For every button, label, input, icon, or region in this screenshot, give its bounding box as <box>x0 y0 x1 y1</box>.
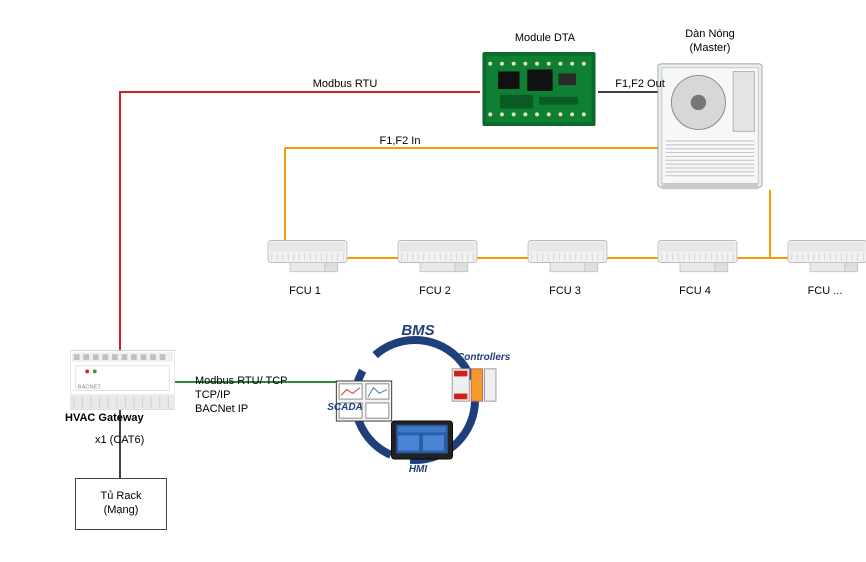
rack-box: Tủ Rack(Mạng) <box>75 478 167 530</box>
fcu-1-label: FCU 1 <box>275 285 335 300</box>
hvac-gateway-device: BACNET <box>70 350 175 410</box>
controllers-device <box>450 365 500 405</box>
fcu-2-device <box>395 235 480 279</box>
f1f2-out-label: F1,F2 Out <box>605 78 675 93</box>
fcu-5-label: FCU ... <box>795 285 855 300</box>
svg-text:BACNET: BACNET <box>78 385 102 391</box>
gateway-label: HVAC Gateway <box>65 412 175 427</box>
scada-label: SCADA <box>323 402 367 416</box>
protocols-label: Modbus RTU/ TCPTCP/IPBACNet IP <box>195 375 315 420</box>
fcu-5-device <box>785 235 866 279</box>
modbus-rtu-label: Modbus RTU <box>300 78 390 93</box>
fcu-4-device <box>655 235 740 279</box>
bms-label: BMS <box>393 322 443 338</box>
controllers-label: Controllers <box>457 352 527 366</box>
hmi-label: HMI <box>403 464 433 478</box>
fcu-3-label: FCU 3 <box>535 285 595 300</box>
x1-label: x1 (CAT6) <box>95 434 165 449</box>
dan-nong-label: Dàn Nóng(Master) <box>660 28 760 58</box>
module-dta-device <box>480 50 598 128</box>
hmi-device <box>390 420 454 460</box>
f1f2-in-label: F1,F2 In <box>370 135 430 150</box>
fcu-1-device <box>265 235 350 279</box>
module-dta-label: Module DTA <box>500 32 590 47</box>
fcu-4-label: FCU 4 <box>665 285 725 300</box>
wire-red-gateway-dta <box>120 92 480 355</box>
fcu-3-device <box>525 235 610 279</box>
fcu-2-label: FCU 2 <box>405 285 465 300</box>
